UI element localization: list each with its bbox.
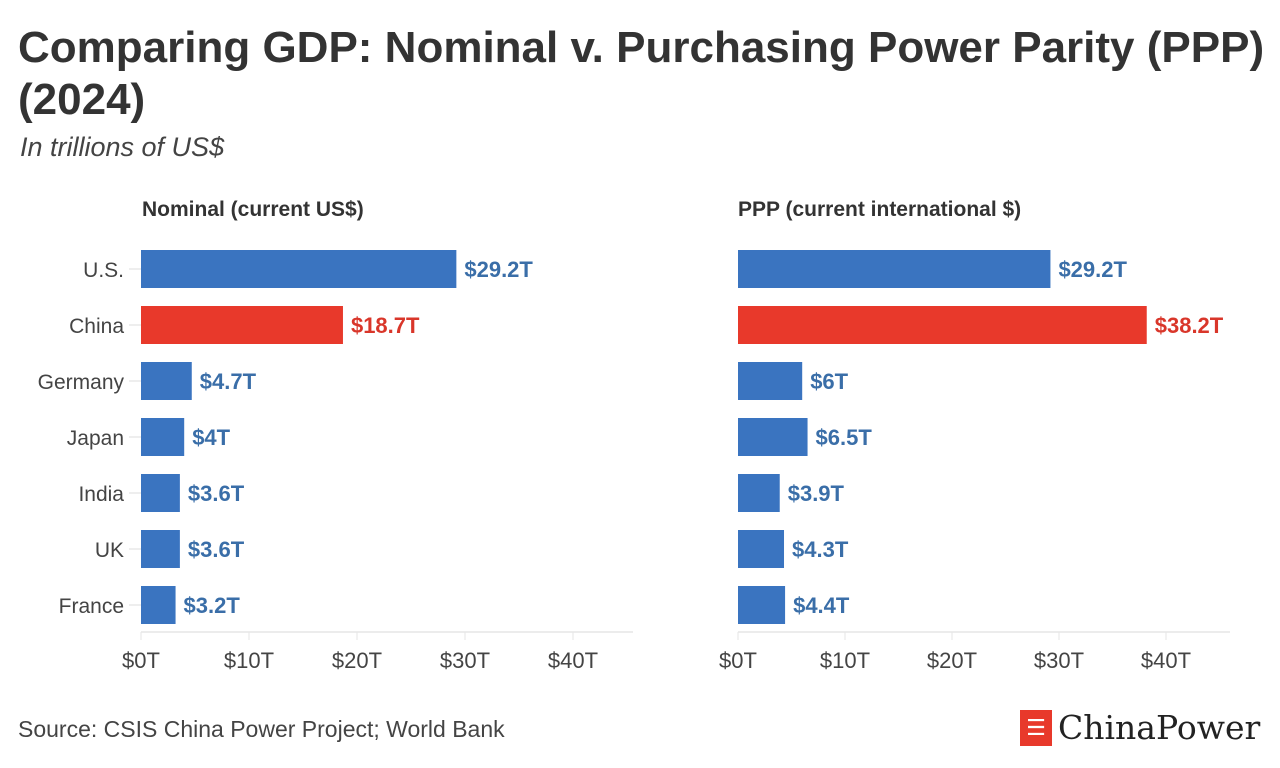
source-note: Source: CSIS China Power Project; World … xyxy=(18,716,505,742)
category-label: Japan xyxy=(67,427,124,450)
bar-china xyxy=(141,306,343,344)
bar-india xyxy=(141,474,180,512)
data-label: $3.9T xyxy=(788,481,845,506)
chinapower-logo: ☰ ChinaPower xyxy=(1020,708,1260,747)
data-label: $4.4T xyxy=(793,593,850,618)
panel-title: PPP (current international $) xyxy=(738,198,1021,221)
x-tick-label: $40T xyxy=(1141,648,1191,673)
x-tick-label: $10T xyxy=(224,648,274,673)
panel-title: Nominal (current US$) xyxy=(142,198,364,221)
data-label: $3.6T xyxy=(188,481,245,506)
x-tick-label: $30T xyxy=(1034,648,1084,673)
x-tick-label: $10T xyxy=(820,648,870,673)
bar-uk xyxy=(738,530,785,568)
x-tick-label: $20T xyxy=(927,648,977,673)
x-tick-label: $30T xyxy=(440,648,490,673)
bar-japan xyxy=(141,418,185,456)
x-tick-label: $20T xyxy=(332,648,382,673)
bar-japan xyxy=(738,418,808,456)
data-label: $4.7T xyxy=(200,369,257,394)
chart-subtitle: In trillions of US$ xyxy=(20,132,225,162)
bar-germany xyxy=(738,362,803,400)
bar-india xyxy=(738,474,780,512)
data-label: $3.2T xyxy=(184,593,241,618)
category-label: UK xyxy=(95,539,124,562)
x-tick-label: $0T xyxy=(719,648,757,673)
x-tick-label: $0T xyxy=(122,648,160,673)
bar-uk xyxy=(141,530,180,568)
category-label: Germany xyxy=(38,371,125,394)
category-label: U.S. xyxy=(83,259,124,282)
data-label: $6.5T xyxy=(816,425,873,450)
category-label: France xyxy=(59,595,124,618)
category-label: China xyxy=(69,315,124,338)
bar-us xyxy=(141,250,457,288)
bar-germany xyxy=(141,362,192,400)
bar-france xyxy=(141,586,176,624)
data-label: $38.2T xyxy=(1155,313,1224,338)
bar-us xyxy=(738,250,1051,288)
data-label: $4.3T xyxy=(792,537,849,562)
data-label: $4T xyxy=(192,425,230,450)
chart-title: Comparing GDP: Nominal v. Purchasing Pow… xyxy=(18,23,1265,124)
logo-wordmark: ChinaPower xyxy=(1058,708,1261,747)
logo-mark-icon: ☰ xyxy=(1020,709,1052,746)
data-label: $29.2T xyxy=(464,257,533,282)
data-label: $29.2T xyxy=(1058,257,1127,282)
bar-china xyxy=(738,306,1147,344)
category-label: India xyxy=(78,483,124,506)
data-label: $6T xyxy=(810,369,848,394)
data-label: $18.7T xyxy=(351,313,420,338)
bar-france xyxy=(738,586,786,624)
x-tick-label: $40T xyxy=(548,648,598,673)
data-label: $3.6T xyxy=(188,537,245,562)
